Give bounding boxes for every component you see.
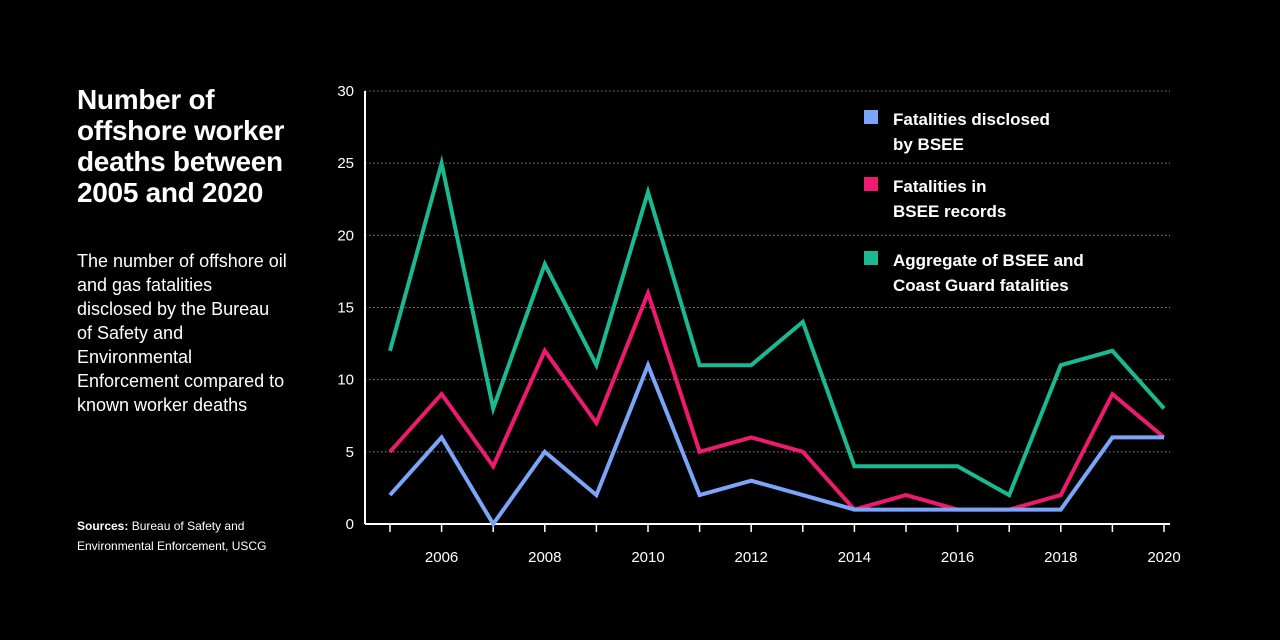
legend-swatch bbox=[864, 110, 878, 124]
legend-label: Aggregate of BSEE and bbox=[893, 251, 1084, 270]
y-tick-label: 10 bbox=[337, 372, 354, 389]
sources-label: Sources: bbox=[77, 519, 129, 533]
x-tick-label: 2012 bbox=[735, 549, 768, 566]
x-tick-label: 2018 bbox=[1044, 549, 1077, 566]
x-tick-label: 2014 bbox=[838, 549, 871, 566]
x-tick-label: 2008 bbox=[528, 549, 561, 566]
legend-label: Fatalities disclosed bbox=[893, 110, 1050, 129]
series-line bbox=[388, 359, 1164, 528]
y-axis-tick-labels: 0 5 10 15 20 25 30 bbox=[337, 83, 354, 533]
legend-swatch bbox=[864, 251, 878, 265]
axes bbox=[364, 91, 1170, 525]
legend: Fatalities disclosed by BSEE Fatalities in… bbox=[864, 110, 1084, 295]
series-lines bbox=[388, 154, 1166, 528]
chart-title: Number of offshore worker deaths between… bbox=[77, 84, 285, 208]
series-line bbox=[388, 154, 1166, 498]
y-tick-label: 30 bbox=[337, 83, 354, 100]
series-line bbox=[388, 287, 1166, 512]
legend-swatch bbox=[864, 177, 878, 191]
y-tick-label: 15 bbox=[337, 300, 354, 317]
legend-label: Fatalities in bbox=[893, 177, 987, 196]
x-tick-label: 2006 bbox=[425, 549, 458, 566]
legend-label: BSEE records bbox=[893, 202, 1006, 221]
legend-label: Coast Guard fatalities bbox=[893, 276, 1069, 295]
x-axis-tick-labels: 2006 2008 2010 2012 2014 2016 2018 2020 bbox=[425, 549, 1181, 566]
legend-label: by BSEE bbox=[893, 135, 964, 154]
y-tick-label: 0 bbox=[346, 516, 354, 533]
y-tick-label: 20 bbox=[337, 227, 354, 244]
sources-text: Bureau of Safety and Environmental Enfor… bbox=[77, 519, 267, 553]
x-tick-label: 2020 bbox=[1147, 549, 1180, 566]
y-tick-label: 25 bbox=[337, 155, 354, 172]
x-tick-label: 2010 bbox=[631, 549, 664, 566]
chart-subtitle: The number of offshore oil and gas fatal… bbox=[77, 251, 287, 415]
sources-note: Sources: Bureau of Safety and Environmen… bbox=[77, 516, 297, 556]
y-tick-label: 5 bbox=[346, 444, 354, 461]
x-axis-ticks bbox=[389, 524, 1165, 532]
x-tick-label: 2016 bbox=[941, 549, 974, 566]
